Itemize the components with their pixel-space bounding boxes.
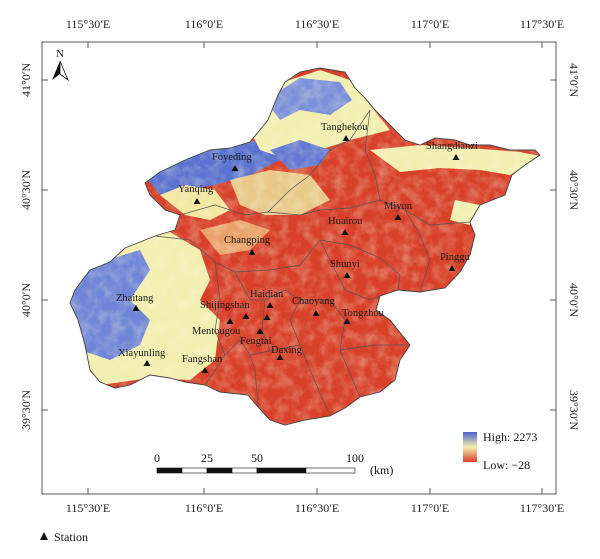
bottom-tick-labels: 115°30′E 116°0′E 116°30′E 117°0′E 117°30… [66,501,564,515]
place-label-tanghekou: Tanghekou [321,122,368,133]
scale-label: 50 [251,451,263,465]
station-marker [452,154,460,160]
station-marker [312,310,320,316]
station-marker [263,314,271,320]
scale-label: 25 [201,451,213,465]
station-marker [231,165,239,171]
right-tick-label: 41°0′N [567,63,581,97]
place-label-pinggu: Pinggu [440,252,471,263]
place-label-shunyi: Shunyi [330,259,360,270]
station-marker [394,214,402,220]
left-tick-label: 40°30′N [19,170,33,210]
station-triangle-icon [40,532,48,540]
district-boundaries [154,109,471,417]
beijing-region [69,67,541,426]
place-label-miyun: Miyun [384,201,413,212]
right-tick-label: 40°0′N [567,283,581,317]
place-label-haidian: Haidian [250,289,284,300]
place-label-shijingshan: Shijingshan [200,300,250,311]
top-tick-label: 116°0′E [185,17,223,31]
frame-ticks [42,42,556,494]
legend-high-label: High: 2273 [483,430,537,444]
north-arrow-icon: N [52,48,69,82]
station-markers [132,135,460,373]
scale-label: 0 [154,451,160,465]
legend-low-label: Low: −28 [483,458,530,472]
station-marker [448,265,456,271]
place-label-fengtai: Fengtai [240,336,272,347]
station-marker [248,249,256,255]
top-tick-label: 116°30′E [295,17,339,31]
scale-bar: 0 25 50 100 (km) [154,451,393,477]
top-tick-labels: 115°30′E 116°0′E 116°30′E 117°0′E 117°30… [66,17,564,31]
place-label-shangdianzi: Shangdianzi [426,141,478,152]
place-label-xiayunling: Xiayunling [118,348,166,359]
place-labels: Tanghekou Shangdianzi Foyeding Yanqing M… [116,122,478,365]
place-label-huairou: Huairou [328,216,363,227]
station-marker [143,360,151,366]
left-tick-label: 40°0′N [19,283,33,317]
right-tick-label: 39°30′N [567,390,581,430]
bottom-tick-label: 116°0′E [185,501,223,515]
map-frame [41,41,557,495]
place-label-mentougou: Mentougou [192,326,241,337]
station-marker [342,135,350,141]
place-label-daxing: Daxing [271,345,303,356]
place-label-changping: Changping [224,235,271,246]
place-label-fangshan: Fangshan [182,354,223,365]
place-label-tongzhou: Tongzhou [342,308,385,319]
station-legend: Station [40,530,88,545]
station-legend-label: Station [54,530,89,544]
place-label-chaoyang: Chaoyang [292,296,335,307]
station-marker [343,272,351,278]
right-tick-label: 40°30′N [567,170,581,210]
top-tick-label: 117°0′E [411,17,449,31]
elevation-legend: High: 2273 Low: −28 [463,430,537,472]
left-tick-label: 39°30′N [19,390,33,430]
station-marker [132,305,140,311]
bottom-tick-label: 116°30′E [295,501,339,515]
right-tick-labels: 41°0′N 40°30′N 40°0′N 39°30′N [567,63,581,430]
place-label-zhaitang: Zhaitang [116,293,154,304]
bottom-tick-label: 117°30′E [520,501,564,515]
top-tick-label: 117°30′E [520,17,564,31]
bottom-tick-label: 117°0′E [411,501,449,515]
station-marker [341,229,349,235]
scale-label: 100 [346,451,364,465]
station-marker [201,367,209,373]
north-label: N [56,48,64,60]
bottom-tick-label: 115°30′E [66,501,110,515]
station-marker [343,318,351,324]
station-marker [256,328,264,334]
scale-unit-label: (km) [370,463,393,477]
place-label-foyeding: Foyeding [212,152,252,163]
station-marker [242,313,250,319]
place-label-yanqing: Yanqing [178,184,214,195]
station-marker [193,198,201,204]
station-marker [266,302,274,308]
left-tick-labels: 41°0′N 40°30′N 40°0′N 39°30′N [19,63,33,430]
top-tick-label: 115°30′E [66,17,110,31]
station-marker [276,354,284,360]
left-tick-label: 41°0′N [19,63,33,97]
station-marker [226,318,234,324]
legend-color-ramp [463,432,477,462]
